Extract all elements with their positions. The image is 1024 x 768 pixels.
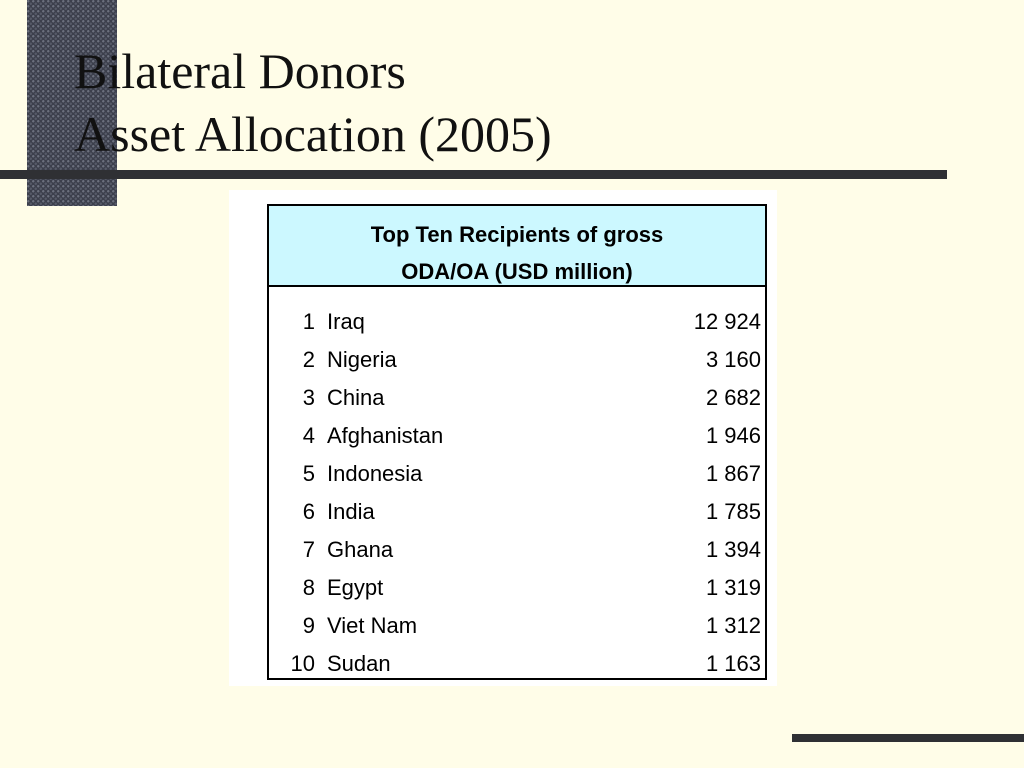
country-cell: Egypt — [327, 575, 384, 600]
title-divider — [0, 170, 947, 179]
amount-cell: 1 785 — [705, 499, 761, 524]
country-cell: Viet Nam — [327, 613, 418, 638]
table-row: 1 Iraq 12 924 — [269, 303, 765, 341]
rank-cell: 10 — [290, 651, 315, 676]
table-row: 9 Viet Nam 1 312 — [269, 607, 765, 645]
country-cell: Iraq — [327, 309, 365, 334]
amount-cell: 1 163 — [705, 651, 761, 676]
country-cell: Indonesia — [327, 461, 423, 486]
rank-cell: 5 — [302, 461, 315, 486]
slide-title: Bilateral Donors Asset Allocation (2005) — [74, 40, 552, 166]
country-cell: Afghanistan — [327, 423, 444, 448]
amount-cell: 1 946 — [705, 423, 761, 448]
rank-cell: 2 — [302, 347, 315, 372]
amount-cell: 1 394 — [705, 537, 761, 562]
country-cell: China — [327, 385, 385, 410]
table-row: 3 China 2 682 — [269, 379, 765, 417]
country-cell: Nigeria — [327, 347, 397, 372]
country-cell: Ghana — [327, 537, 394, 562]
table-row: 6 India 1 785 — [269, 493, 765, 531]
table-header-line-2: ODA/OA (USD million) — [401, 259, 633, 284]
rank-cell: 1 — [302, 309, 315, 334]
amount-cell: 3 160 — [705, 347, 761, 372]
table-body: 1 Iraq 12 924 2 Nigeria 3 160 3 China 2 … — [269, 287, 765, 683]
country-cell: Sudan — [327, 651, 391, 676]
rank-cell: 7 — [302, 537, 315, 562]
rank-cell: 6 — [302, 499, 315, 524]
table-header: Top Ten Recipients of gross ODA/OA (USD … — [269, 206, 765, 287]
amount-cell: 1 867 — [705, 461, 761, 486]
title-line-2: Asset Allocation (2005) — [74, 106, 552, 162]
rank-cell: 4 — [302, 423, 315, 448]
bottom-divider — [792, 734, 1024, 742]
rank-cell: 3 — [302, 385, 315, 410]
amount-cell: 2 682 — [705, 385, 761, 410]
amount-cell: 1 319 — [705, 575, 761, 600]
table-row: 4 Afghanistan 1 946 — [269, 417, 765, 455]
rank-cell: 9 — [302, 613, 315, 638]
table-header-line-1: Top Ten Recipients of gross — [370, 222, 664, 247]
rank-cell: 8 — [302, 575, 315, 600]
recipients-table: Top Ten Recipients of gross ODA/OA (USD … — [267, 204, 767, 680]
amount-cell: 12 924 — [693, 309, 761, 334]
table-row: 8 Egypt 1 319 — [269, 569, 765, 607]
country-cell: India — [327, 499, 375, 524]
table-row: 2 Nigeria 3 160 — [269, 341, 765, 379]
title-line-1: Bilateral Donors — [74, 43, 406, 99]
table-row: 5 Indonesia 1 867 — [269, 455, 765, 493]
table-row: 10 Sudan 1 163 — [269, 645, 765, 683]
table-row: 7 Ghana 1 394 — [269, 531, 765, 569]
amount-cell: 1 312 — [705, 613, 761, 638]
